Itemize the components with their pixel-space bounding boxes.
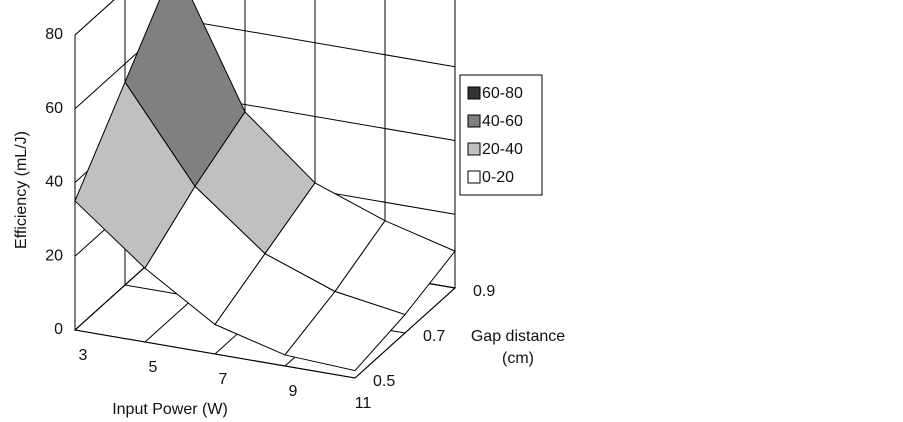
z-tick-label: 20 (45, 247, 63, 264)
z-tick-label: 40 (45, 174, 63, 191)
y-axis-title: Gap distance (cm) (470, 328, 566, 367)
surface-cell (284, 290, 406, 372)
legend-label: 40-60 (482, 113, 523, 130)
legend-label: 20-40 (482, 141, 523, 158)
grid-line (74, 0, 115, 36)
y-tick-label: 0.7 (423, 328, 445, 345)
x-tick-label: 3 (79, 347, 88, 364)
legend-swatch (467, 170, 481, 184)
x-tick-label: 11 (355, 395, 372, 412)
legend-swatch (467, 114, 481, 128)
x-tick-label: 7 (219, 371, 228, 388)
z-tick-label: 0 (54, 321, 63, 338)
x-axis-title: Input Power (W) (112, 401, 228, 418)
z-tick-label: 80 (45, 26, 63, 43)
y-tick-label: 0.9 (473, 283, 495, 300)
y-tick-label: 0.5 (373, 373, 395, 390)
grid-line (74, 35, 356, 379)
legend-swatch (467, 142, 481, 156)
legend-swatch (467, 86, 481, 100)
z-axis-title: Efficiency (mL/J) (13, 131, 30, 249)
legend-label: 0-20 (482, 169, 514, 186)
z-tick-label: 60 (45, 100, 63, 117)
x-tick-label: 9 (289, 383, 298, 400)
legend-label: 60-80 (482, 85, 523, 102)
x-tick-label: 5 (149, 359, 158, 376)
